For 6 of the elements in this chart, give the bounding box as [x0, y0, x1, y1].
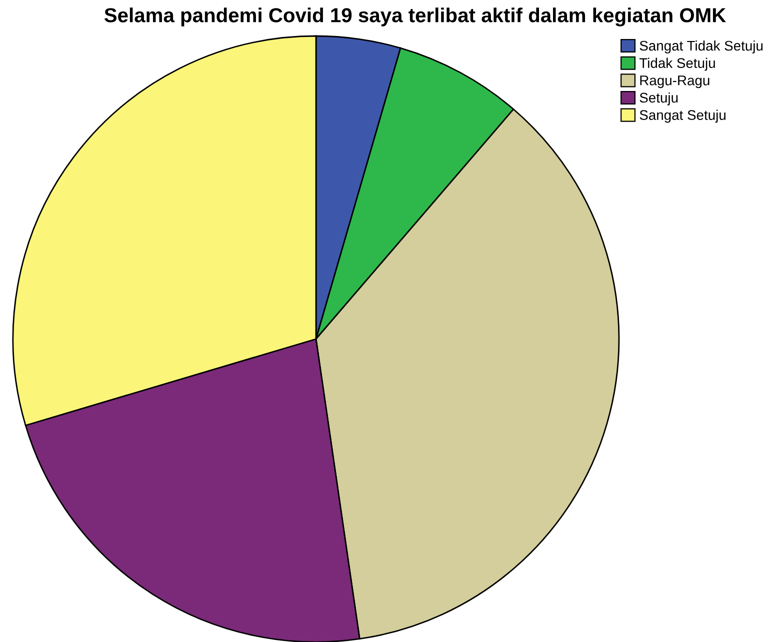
legend-label: Sangat Tidak Setuju [640, 40, 763, 54]
legend-label: Tidak Setuju [639, 58, 715, 71]
legend-label: Sangat Setuju [640, 110, 726, 123]
chart-title: Selama pandemi Covid 19 saya terlibat aktif dalam kegiatan OMK [104, 8, 726, 26]
legend-label: Setuju [640, 92, 678, 106]
legend-label: Ragu-Ragu [640, 76, 710, 88]
